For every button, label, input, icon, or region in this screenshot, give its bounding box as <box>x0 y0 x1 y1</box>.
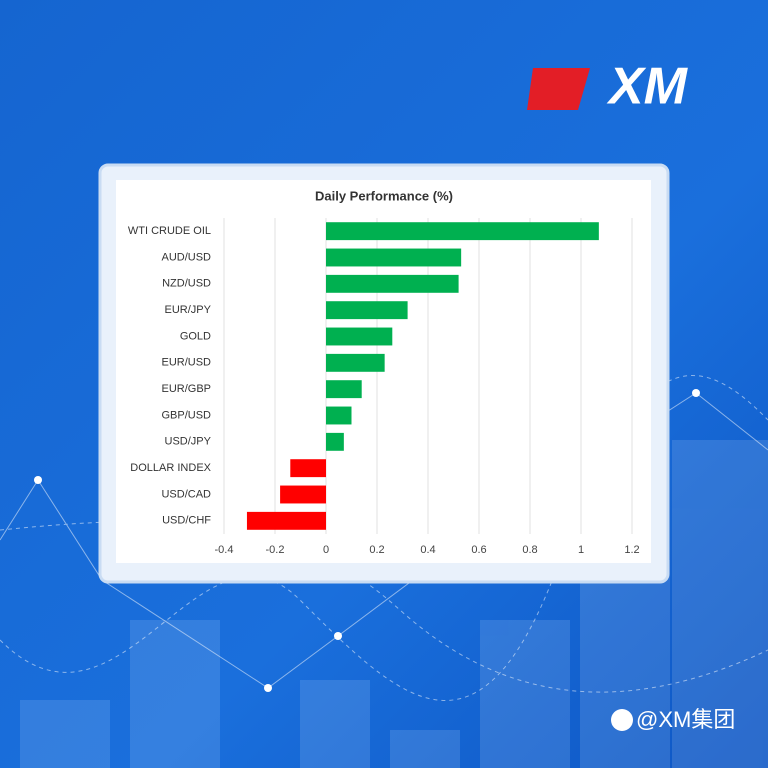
logo: XM <box>527 58 689 116</box>
watermark: @XM集团 <box>611 707 735 732</box>
bar <box>326 274 459 293</box>
bar <box>326 353 385 372</box>
y-tick-label: GBP/USD <box>161 409 211 421</box>
y-tick-label: EUR/USD <box>161 357 211 369</box>
decor-dots <box>34 389 700 692</box>
y-tick-label: USD/CAD <box>161 488 211 500</box>
bar <box>326 248 462 267</box>
bar <box>326 222 599 241</box>
bar <box>280 485 326 504</box>
watermark-text: @XM集团 <box>636 707 735 732</box>
x-tick-label: -0.4 <box>215 544 234 556</box>
bar <box>246 511 326 530</box>
y-tick-label: GOLD <box>180 330 211 342</box>
y-tick-label: DOLLAR INDEX <box>130 462 211 474</box>
decor-bars <box>20 440 768 768</box>
x-tick-label: 0.4 <box>420 544 435 556</box>
y-tick-label: WTI CRUDE OIL <box>128 225 211 237</box>
bar <box>326 406 352 425</box>
x-tick-label: 0 <box>323 544 329 556</box>
watermark-icon <box>611 709 633 731</box>
x-tick-label: 1 <box>578 544 584 556</box>
y-tick-label: EUR/GBP <box>161 383 211 395</box>
chart-title: Daily Performance (%) <box>315 188 453 203</box>
x-tick-label: 0.8 <box>522 544 537 556</box>
x-tick-label: 0.2 <box>369 544 384 556</box>
y-tick-label: USD/JPY <box>165 436 212 448</box>
logo-mark <box>527 68 590 110</box>
y-tick-label: AUD/USD <box>161 251 211 263</box>
y-tick-label: NZD/USD <box>162 278 211 290</box>
y-tick-label: EUR/JPY <box>165 304 212 316</box>
y-tick-label: USD/CHF <box>162 515 211 527</box>
x-tick-label: 0.6 <box>471 544 486 556</box>
bar <box>326 301 408 320</box>
bar <box>326 380 362 399</box>
logo-text: XM <box>606 58 689 116</box>
x-tick-label: -0.2 <box>266 544 285 556</box>
bar <box>326 327 393 346</box>
bar <box>326 432 344 451</box>
x-tick-label: 1.2 <box>624 544 639 556</box>
bar <box>290 459 326 478</box>
plot: -0.4 -0.2 0 0.2 0.4 0.6 0.8 1 1.2 WTI CRUDE OIL AU… <box>128 218 640 556</box>
